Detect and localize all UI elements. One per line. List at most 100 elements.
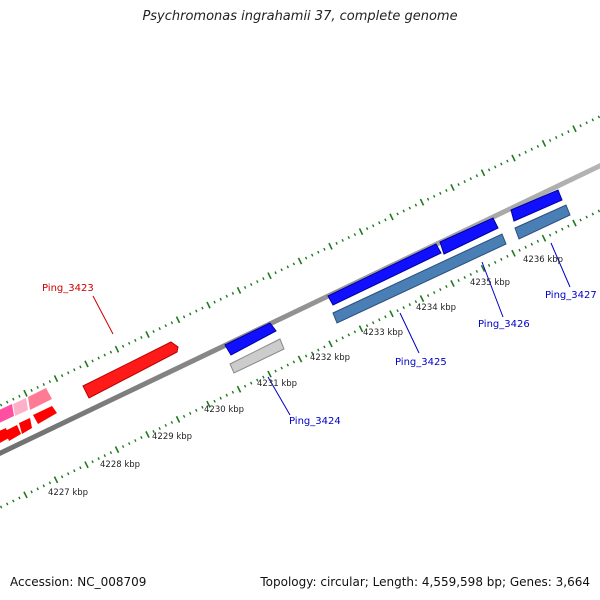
- minor-tick: [445, 188, 448, 192]
- major-tick: [358, 325, 364, 333]
- minor-tick: [42, 484, 46, 488]
- gene-ping-3425[interactable]: [332, 233, 507, 324]
- minor-tick: [567, 130, 570, 134]
- minor-tick: [140, 335, 143, 339]
- minor-tick: [335, 241, 338, 245]
- gene-pink-2[interactable]: [13, 398, 28, 416]
- minor-tick: [304, 256, 308, 260]
- major-tick: [297, 355, 303, 363]
- gene-red-small-4[interactable]: [33, 406, 57, 424]
- minor-tick: [256, 378, 259, 382]
- minor-tick: [378, 221, 381, 225]
- minor-tick: [347, 236, 350, 239]
- minor-tick: [494, 165, 497, 169]
- minor-tick: [463, 275, 466, 279]
- gene-label-ping-3426[interactable]: Ping_3426: [478, 319, 530, 330]
- minor-tick: [475, 174, 479, 178]
- scale-label: 4236 kbp: [523, 255, 563, 265]
- minor-tick: [66, 472, 70, 476]
- minor-tick: [597, 209, 600, 213]
- minor-tick: [408, 206, 411, 210]
- gene-blue-near-3424[interactable]: [224, 322, 277, 356]
- minor-tick: [439, 288, 442, 292]
- minor-tick: [182, 315, 186, 319]
- minor-tick: [79, 365, 82, 369]
- minor-tick: [262, 277, 265, 281]
- gene-ping-3424[interactable]: [229, 338, 285, 374]
- minor-tick: [280, 366, 283, 370]
- minor-tick: [0, 505, 3, 509]
- minor-tick: [371, 321, 375, 325]
- minor-tick: [518, 248, 521, 252]
- gene-label-ping-3424[interactable]: Ping_3424: [289, 416, 341, 427]
- major-tick: [267, 370, 272, 378]
- minor-tick: [103, 353, 106, 357]
- minor-tick: [5, 502, 9, 506]
- minor-tick: [487, 168, 491, 172]
- scale-label: 4232 kbp: [310, 353, 350, 363]
- minor-tick: [554, 230, 558, 234]
- minor-tick: [140, 436, 143, 439]
- minor-tick: [109, 350, 113, 354]
- outer-tick-ring: [0, 115, 600, 407]
- scale-label: 4229 kbp: [152, 432, 192, 442]
- major-tick: [572, 125, 577, 133]
- minor-tick: [213, 399, 216, 403]
- gene-features: [0, 189, 571, 443]
- minor-tick: [402, 209, 405, 213]
- major-tick: [206, 301, 211, 309]
- minor-tick: [469, 272, 473, 276]
- major-tick: [358, 228, 364, 236]
- genome-stats-text: Topology: circular; Length: 4,559,598 bp…: [260, 575, 590, 589]
- minor-tick: [579, 124, 582, 128]
- minor-tick: [262, 375, 265, 379]
- minor-tick: [201, 306, 204, 310]
- minor-tick: [189, 312, 192, 316]
- minor-tick: [12, 499, 15, 503]
- minor-tick: [60, 374, 64, 378]
- scale-label: 4228 kbp: [100, 460, 140, 470]
- minor-tick: [274, 369, 277, 373]
- gene-blue-right[interactable]: [510, 189, 563, 222]
- minor-tick: [134, 338, 137, 342]
- minor-tick: [445, 285, 448, 288]
- minor-tick: [195, 309, 198, 313]
- gene-blue-long[interactable]: [327, 243, 442, 306]
- gene-label-ping-3427[interactable]: Ping_3427: [545, 290, 597, 301]
- minor-tick: [73, 469, 76, 473]
- minor-tick: [487, 263, 491, 267]
- minor-tick: [128, 341, 131, 345]
- major-tick: [175, 415, 181, 423]
- gene-ping-3427[interactable]: [514, 204, 571, 240]
- major-tick: [84, 461, 89, 469]
- major-tick: [328, 340, 333, 348]
- major-tick: [53, 476, 59, 484]
- minor-tick: [402, 306, 405, 310]
- major-tick: [84, 360, 89, 368]
- gene-red-small-2[interactable]: [5, 425, 21, 441]
- minor-tick: [0, 403, 3, 407]
- gene-label-ping-3425[interactable]: Ping_3425: [395, 357, 447, 368]
- gene-label-ping-3423[interactable]: Ping_3423: [42, 283, 94, 294]
- minor-tick: [536, 144, 540, 148]
- major-tick: [23, 491, 28, 499]
- minor-tick: [91, 460, 94, 464]
- scale-label: 4227 kbp: [48, 488, 88, 498]
- minor-tick: [97, 356, 100, 360]
- minor-tick: [60, 475, 64, 479]
- gene-red-small-3[interactable]: [19, 418, 32, 434]
- gene-blue-mid[interactable]: [439, 217, 499, 255]
- gene-pink-3[interactable]: [28, 388, 52, 410]
- gene-ping-3423[interactable]: [82, 341, 179, 399]
- minor-tick: [103, 454, 107, 458]
- major-tick: [541, 139, 547, 147]
- minor-tick: [500, 257, 503, 261]
- minor-tick: [18, 496, 21, 500]
- scale-label: 4234 kbp: [416, 303, 456, 313]
- minor-tick: [414, 203, 418, 207]
- gene-pink-1[interactable]: [0, 404, 14, 425]
- map-title: Psychromonas ingrahamii 37, complete gen…: [142, 9, 458, 24]
- minor-tick: [42, 383, 45, 386]
- minor-tick: [127, 442, 131, 446]
- minor-tick: [408, 303, 412, 307]
